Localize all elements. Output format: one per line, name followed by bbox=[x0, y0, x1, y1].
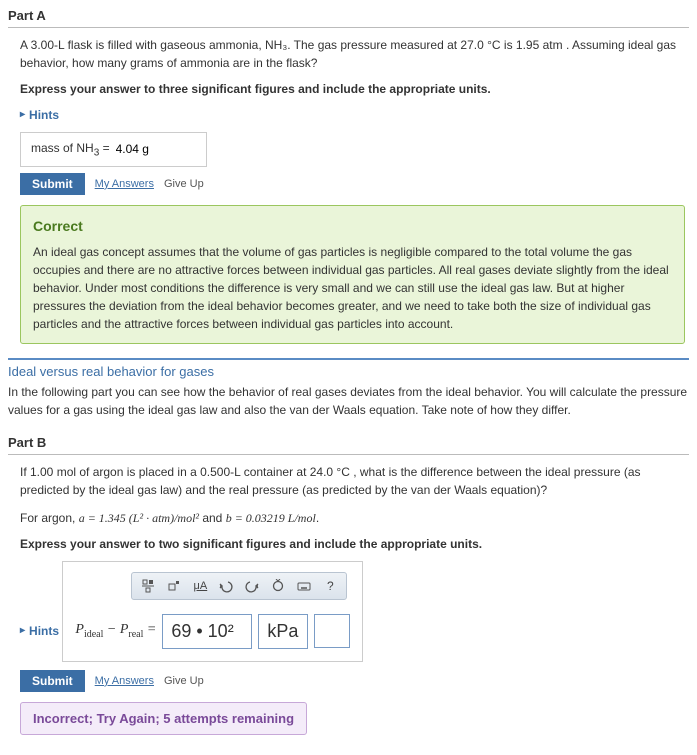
hints-toggle-a[interactable]: Hints bbox=[20, 108, 59, 122]
keyboard-tool-icon[interactable] bbox=[292, 575, 316, 597]
q2-prefix: For argon, bbox=[20, 511, 79, 525]
part-b-question1: If 1.00 mol of argon is placed in a 0.50… bbox=[20, 463, 685, 499]
answer-label-a: mass of NH3 = bbox=[31, 141, 110, 158]
part-b-body: If 1.00 mol of argon is placed in a 0.50… bbox=[8, 463, 689, 735]
my-answers-link-b[interactable]: My Answers bbox=[95, 675, 154, 687]
answer-label-prefix: mass of NH bbox=[31, 141, 94, 155]
part-a-header: Part A bbox=[8, 4, 689, 28]
equation-label: Pideal − Preal = bbox=[75, 622, 156, 640]
units-tool-icon[interactable]: μA bbox=[188, 575, 212, 597]
equation-row: Pideal − Preal = 69 • 10² kPa bbox=[75, 614, 350, 649]
section-divider bbox=[8, 358, 689, 360]
correct-text: An ideal gas concept assumes that the vo… bbox=[33, 243, 672, 333]
give-up-link-b[interactable]: Give Up bbox=[164, 675, 204, 687]
part-b-instruction: Express your answer to two significant f… bbox=[20, 537, 685, 551]
equation-editor-box: μA ? Pideal − Preal = 69 • 10² kPa bbox=[62, 561, 363, 662]
part-a-question: A 3.00-L flask is filled with gaseous am… bbox=[20, 36, 685, 72]
part-a-instruction: Express your answer to three significant… bbox=[20, 82, 685, 96]
help-tool-icon[interactable]: ? bbox=[318, 575, 342, 597]
redo-tool-icon[interactable] bbox=[240, 575, 264, 597]
reset-tool-icon[interactable] bbox=[266, 575, 290, 597]
answer-label-eq: = bbox=[99, 141, 109, 155]
submit-button-b[interactable]: Submit bbox=[20, 670, 85, 692]
hints-toggle-b[interactable]: Hints bbox=[20, 624, 59, 638]
submit-row-b: Submit My Answers Give Up bbox=[20, 670, 685, 692]
superscript-tool-icon[interactable] bbox=[162, 575, 186, 597]
minus: − bbox=[103, 622, 119, 637]
answer-value-input-b[interactable]: 69 • 10² bbox=[162, 614, 252, 649]
answer-unit-input-b[interactable]: kPa bbox=[258, 614, 308, 649]
answer-box-a: mass of NH3 = bbox=[20, 132, 207, 167]
correct-feedback-box: Correct An ideal gas concept assumes tha… bbox=[20, 205, 685, 344]
equation-toolbar: μA ? bbox=[131, 572, 347, 600]
section-title: Ideal versus real behavior for gases bbox=[8, 364, 689, 379]
a-equation: a = 1.345 (L² · atm)/mol² bbox=[79, 511, 199, 525]
part-a-body: A 3.00-L flask is filled with gaseous am… bbox=[8, 36, 689, 344]
p-ideal-p: P bbox=[75, 622, 84, 637]
equals: = bbox=[143, 622, 156, 637]
q2-and: and bbox=[199, 511, 226, 525]
submit-button-a[interactable]: Submit bbox=[20, 173, 85, 195]
fraction-tool-icon[interactable] bbox=[136, 575, 160, 597]
q2-period: . bbox=[316, 511, 319, 525]
incorrect-feedback-box: Incorrect; Try Again; 5 attempts remaini… bbox=[20, 702, 307, 735]
b-equation: b = 0.03219 L/mol bbox=[226, 511, 316, 525]
part-b-question2: For argon, a = 1.345 (L² · atm)/mol² and… bbox=[20, 509, 685, 527]
my-answers-link-a[interactable]: My Answers bbox=[95, 178, 154, 190]
correct-title: Correct bbox=[33, 216, 672, 237]
cursor-box[interactable] bbox=[314, 614, 350, 648]
p-ideal-sub: ideal bbox=[84, 629, 103, 640]
p-real-sub: real bbox=[128, 629, 143, 640]
part-b-header: Part B bbox=[8, 431, 689, 455]
undo-tool-icon[interactable] bbox=[214, 575, 238, 597]
give-up-link-a[interactable]: Give Up bbox=[164, 178, 204, 190]
section-desc: In the following part you can see how th… bbox=[8, 383, 689, 419]
submit-row-a: Submit My Answers Give Up bbox=[20, 173, 685, 195]
p-real-p: P bbox=[120, 622, 129, 637]
answer-input-a[interactable] bbox=[116, 142, 196, 156]
